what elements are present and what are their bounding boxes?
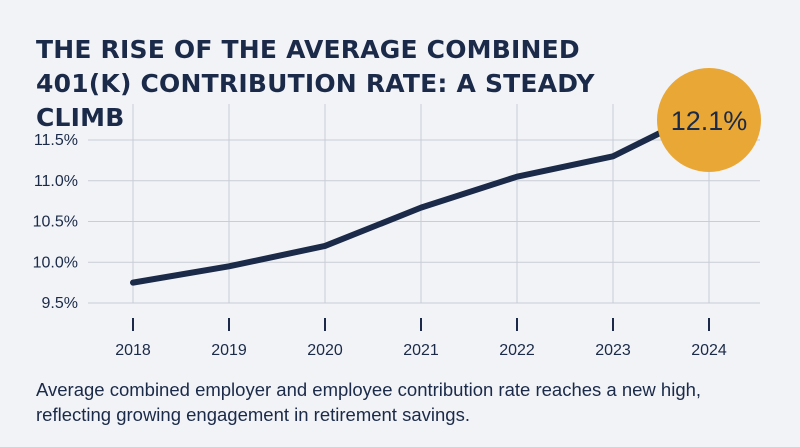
y-tick-label: 10.5% bbox=[33, 214, 78, 231]
annotation-layer: 12.1% bbox=[657, 68, 761, 172]
annotation-label: 12.1% bbox=[671, 106, 748, 136]
series-layer bbox=[130, 130, 663, 286]
x-axis-ticks: 2018 2019 2020 2021 2022 2023 2024 bbox=[115, 318, 727, 359]
series-line bbox=[130, 130, 663, 286]
x-tick-label: 2023 bbox=[595, 342, 631, 359]
x-tick-label: 2022 bbox=[499, 342, 535, 359]
y-tick-label: 10.0% bbox=[33, 254, 78, 271]
x-tick-label: 2020 bbox=[307, 342, 343, 359]
y-tick-label: 11.5% bbox=[34, 132, 78, 149]
x-tick-label: 2018 bbox=[115, 342, 151, 359]
chart-caption: Average combined employer and employee c… bbox=[36, 379, 702, 425]
y-tick-label: 11.0% bbox=[34, 173, 78, 190]
y-axis-ticks: 9.5% 10.0% 10.5% 11.0% 11.5% bbox=[33, 132, 78, 312]
x-tick-label: 2024 bbox=[691, 342, 727, 359]
chart-title: THE RISE OF THE AVERAGE COMBINED 401(K) … bbox=[36, 35, 595, 132]
x-tick-label: 2019 bbox=[211, 342, 247, 359]
annotation-badge bbox=[657, 68, 761, 172]
y-tick-label: 9.5% bbox=[42, 295, 78, 312]
x-tick-label: 2021 bbox=[403, 342, 439, 359]
